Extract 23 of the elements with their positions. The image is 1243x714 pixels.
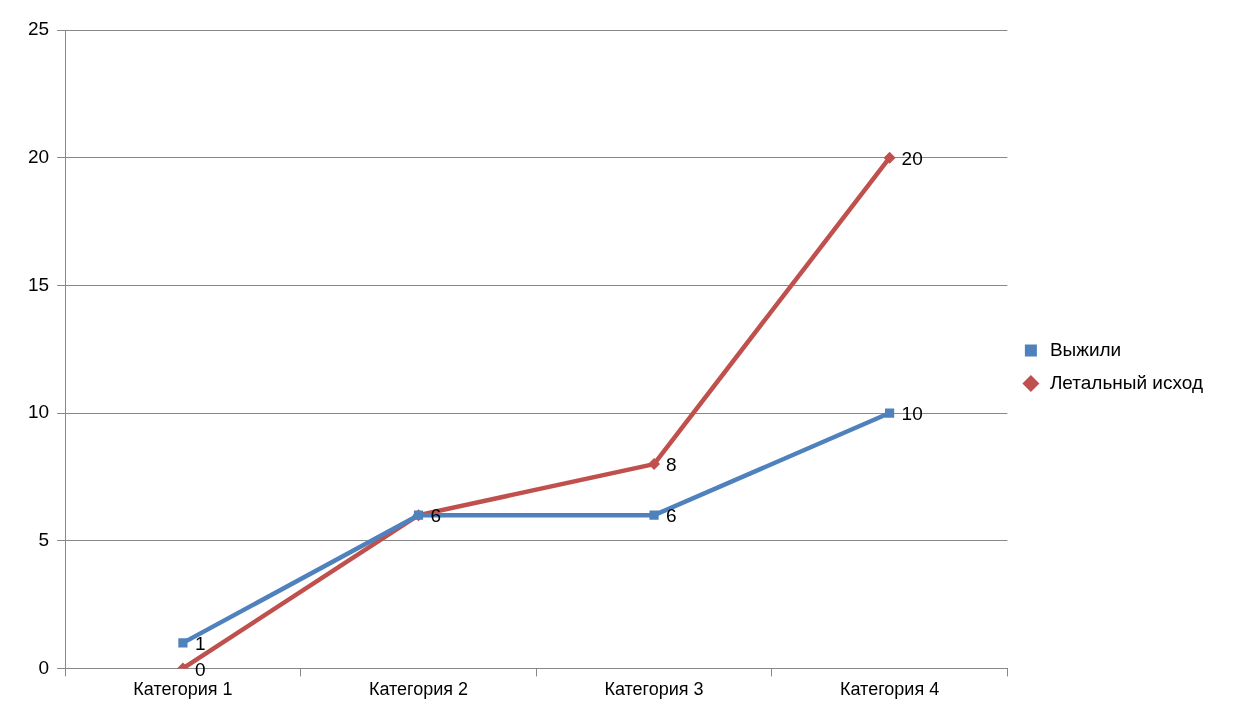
- data-label: 1: [194, 633, 206, 655]
- point: [885, 408, 895, 418]
- y-tick-label: 20: [27, 145, 50, 167]
- x-tick-label: Категория 4: [840, 679, 940, 700]
- y-tick-label: 10: [27, 401, 50, 423]
- y-tick-label: 5: [38, 528, 50, 550]
- data-label: 6: [666, 505, 677, 527]
- legend-label: Выжили: [1049, 338, 1122, 360]
- x-tick-label: Категория 3: [604, 679, 704, 700]
- point: [178, 638, 188, 648]
- point: [648, 458, 661, 471]
- y-tick-label: 0: [38, 656, 50, 678]
- point: [649, 510, 659, 520]
- data-label: 0: [194, 658, 206, 680]
- data-label: 8: [666, 454, 677, 476]
- x-tick-label: Категория 1: [133, 679, 233, 700]
- point: [883, 151, 896, 164]
- data-label: 10: [901, 403, 923, 425]
- legend-label: Летальный исход: [1049, 371, 1203, 393]
- y-tick-label: 25: [27, 18, 50, 40]
- x-tick-label: Категория 2: [368, 679, 469, 700]
- y-tick-label: 15: [27, 273, 50, 295]
- data-label: 20: [901, 147, 923, 169]
